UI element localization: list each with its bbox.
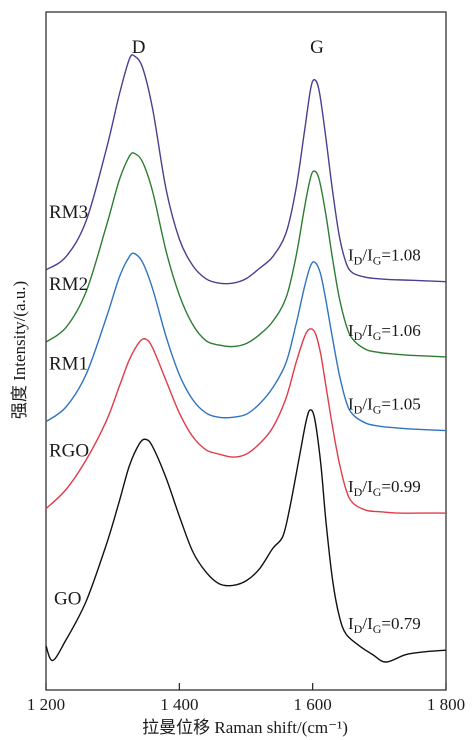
series-line-rgo: [45, 328, 446, 514]
ratio-label-rm3: ID/IG=1.08: [348, 246, 421, 268]
series-labels: RM3 RM2 RM1 RGO GO: [49, 202, 89, 610]
ratio-label-rm1: ID/IG=1.05: [348, 395, 421, 417]
series-line-rm3: [45, 54, 447, 285]
x-tick-label: 1 800: [427, 695, 465, 714]
x-axis-title: 拉曼位移 Raman shift/(cm⁻¹): [142, 718, 348, 737]
series-label-go: GO: [54, 589, 81, 610]
ratio-labels: ID/IG=1.08 ID/IG=1.06 ID/IG=1.05 ID/IG=0.99…: [348, 246, 421, 636]
peak-label-g: G: [310, 37, 324, 58]
x-axis-ticks: 1 200 1 400 1 600 1 800: [27, 683, 465, 714]
series-label-rm1: RM1: [49, 354, 88, 375]
series-label-rm2: RM2: [49, 274, 88, 295]
x-tick-label: 1 200: [27, 695, 65, 714]
ratio-label-rm2: ID/IG=1.06: [348, 321, 421, 343]
y-axis-title: 强度 Intensity/(a.u.): [10, 281, 29, 419]
plot-area-border: [45, 11, 447, 691]
peak-label-d: D: [132, 37, 146, 58]
series-label-rm3: RM3: [49, 202, 88, 223]
series-line-go: [45, 409, 447, 663]
ratio-label-rgo: ID/IG=0.99: [348, 477, 421, 499]
plot-frame: [45, 11, 447, 691]
series-line-rm2: [45, 152, 447, 358]
ratio-label-go: ID/IG=0.79: [348, 614, 421, 636]
series-label-rgo: RGO: [49, 441, 89, 462]
series-line-rm1: [45, 252, 447, 432]
series-lines: [45, 54, 447, 663]
x-tick-label: 1 600: [294, 695, 332, 714]
x-tick-label: 1 400: [160, 695, 198, 714]
